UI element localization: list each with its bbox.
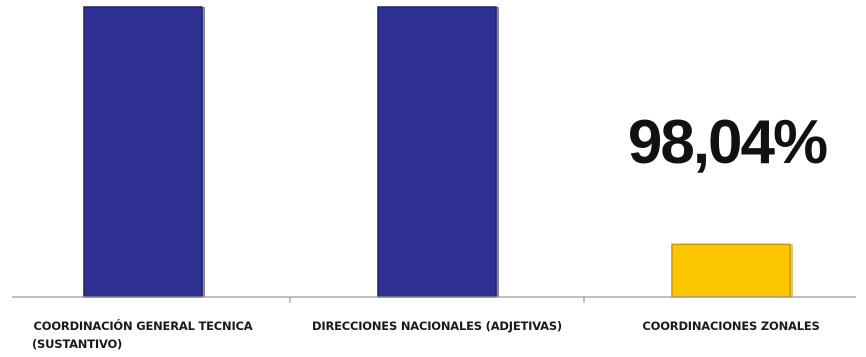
bar-3 (671, 243, 791, 298)
data-labels-group: 98,04% (628, 108, 829, 177)
category-labels: COORDINACIÓN GENERAL TECNICA (SUSTANTIVO)… (32, 318, 820, 351)
category-label: COORDINACIÓN GENERAL TECNICA (34, 318, 253, 333)
bar-2 (377, 6, 497, 298)
bars-group (83, 6, 793, 298)
category-label: COORDINACIONES ZONALES (642, 319, 819, 333)
data-label: 98,04% (628, 108, 827, 177)
bar-1 (83, 6, 203, 298)
category-label: (SUSTANTIVO) (32, 337, 122, 351)
x-axis-ticks (289, 297, 585, 303)
category-label: DIRECCIONES NACIONALES (ADJETIVAS) (312, 319, 562, 333)
